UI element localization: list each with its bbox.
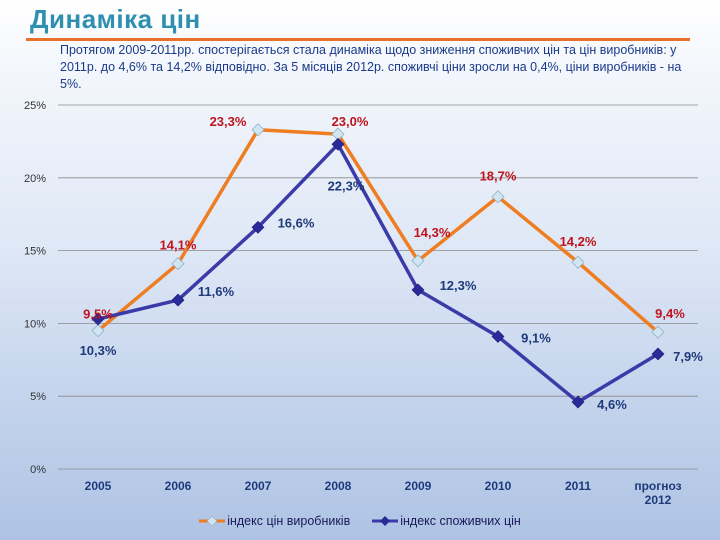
x-tick-label: прогноз 2012	[634, 479, 681, 507]
x-tick-label: 2007	[245, 479, 272, 493]
x-tick-label: 2011	[565, 479, 591, 493]
consumer-data-label: 7,9%	[673, 349, 703, 364]
consumer-point	[171, 293, 185, 307]
producer-point	[91, 324, 105, 338]
producer-point	[571, 255, 585, 269]
consumer-point	[571, 395, 585, 409]
x-tick-label: 2006	[165, 479, 192, 493]
legend-swatch-producer	[199, 515, 226, 527]
x-tick-label: 2008	[325, 479, 352, 493]
chart-legend: індекс цін виробників індекс споживчих ц…	[0, 514, 720, 528]
y-tick-label: 25%	[24, 100, 46, 112]
producer-point	[411, 254, 425, 268]
legend-swatch-consumer	[372, 516, 399, 526]
consumer-data-label: 12,3%	[440, 278, 477, 293]
producer-data-label: 14,3%	[414, 225, 451, 240]
consumer-data-label: 10,3%	[80, 343, 117, 358]
consumer-point	[251, 220, 265, 234]
producer-data-label: 14,1%	[160, 238, 197, 253]
producer-data-label: 23,0%	[332, 114, 369, 129]
consumer-point	[331, 137, 345, 151]
description-text: Протягом 2009-2011рр. спостерігається ст…	[60, 43, 682, 91]
legend-item-consumer: індекс споживчих цін	[372, 514, 521, 528]
y-tick-label: 20%	[24, 173, 46, 185]
consumer-series-line	[97, 142, 659, 404]
consumer-point	[491, 330, 505, 343]
producer-point	[171, 257, 185, 271]
consumer-point	[91, 312, 105, 326]
x-tick-label: 2005	[85, 479, 112, 493]
producer-data-label: 14,2%	[560, 234, 597, 249]
producer-point	[651, 325, 665, 339]
producer-series-line	[96, 128, 660, 334]
y-tick-label: 0%	[30, 464, 46, 476]
consumer-point	[651, 347, 665, 361]
x-tick-label: 2010	[485, 479, 512, 493]
producer-data-label: 18,7%	[480, 169, 517, 184]
y-tick-label: 5%	[30, 391, 46, 403]
y-tick-label: 10%	[24, 318, 46, 330]
page-title: Динаміка цін	[30, 4, 201, 34]
consumer-data-label: 9,1%	[521, 331, 551, 346]
legend-label-producer: індекс цін виробників	[227, 514, 351, 528]
legend-item-producer: індекс цін виробників	[199, 514, 350, 528]
consumer-data-label: 22,3%	[328, 178, 365, 193]
consumer-point	[411, 283, 425, 297]
y-tick-label: 15%	[24, 246, 46, 258]
producer-data-label: 9,4%	[655, 306, 685, 321]
producer-point	[491, 190, 505, 204]
consumer-data-label: 16,6%	[278, 215, 315, 230]
consumer-data-label: 11,6%	[198, 284, 235, 299]
legend-label-consumer: індекс споживчих цін	[400, 514, 521, 528]
producer-data-label: 23,3%	[210, 114, 247, 129]
consumer-data-label: 4,6%	[597, 397, 627, 412]
x-tick-label: 2009	[405, 479, 432, 493]
producer-point	[251, 123, 265, 137]
producer-data-label: 9,5%	[83, 307, 113, 322]
title-underline	[26, 38, 690, 41]
